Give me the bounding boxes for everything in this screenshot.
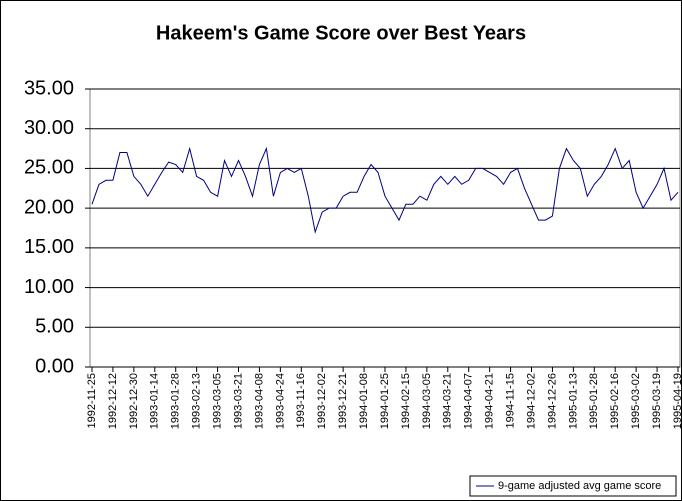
chart-title: Hakeem's Game Score over Best Years (156, 22, 526, 44)
x-tick-label: 1994-01-08 (358, 373, 370, 429)
x-tick-label: 1994-02-15 (400, 373, 412, 429)
x-tick-label: 1993-12-02 (316, 373, 328, 429)
x-tick-label: 1995-03-19 (651, 373, 663, 429)
x-tick-label: 1993-04-24 (274, 373, 286, 429)
x-tick-label: 1993-01-28 (170, 373, 182, 429)
x-tick-label: 1994-04-07 (463, 373, 475, 429)
y-tick-label: 35.00 (24, 77, 74, 99)
x-tick-label: 1992-12-12 (107, 373, 119, 429)
y-tick-label: 25.00 (24, 157, 74, 179)
x-tick-label: 1994-03-21 (442, 373, 454, 429)
plot-area (89, 88, 681, 368)
x-tick-label: 1994-12-02 (525, 373, 537, 429)
x-tick-label: 1995-02-16 (609, 373, 621, 429)
y-tick-label: 30.00 (24, 117, 74, 139)
x-tick-label: 1993-04-08 (253, 373, 265, 429)
x-tick-label: 1994-12-26 (546, 373, 558, 429)
x-tick-label: 1993-01-14 (149, 373, 161, 429)
x-tick-label: 1993-03-05 (211, 373, 223, 429)
x-tick-label: 1994-03-05 (421, 373, 433, 429)
y-tick-label: 15.00 (24, 236, 74, 258)
x-tick-label: 1993-03-21 (232, 373, 244, 429)
y-tick-label: 0.00 (35, 355, 74, 377)
x-tick-label: 1995-01-13 (567, 373, 579, 429)
legend-label: 9-game adjusted avg game score (498, 480, 661, 492)
x-tick-label: 1995-01-28 (588, 373, 600, 429)
x-tick-label: 1994-11-15 (504, 373, 516, 428)
x-tick-label: 1993-11-16 (295, 373, 307, 428)
x-tick-label: 1994-01-25 (379, 373, 391, 429)
x-tick-label: 1994-04-21 (484, 373, 496, 429)
y-tick-label: 5.00 (35, 316, 74, 338)
legend-box (469, 475, 677, 497)
x-tick-label: 1993-02-13 (191, 373, 203, 429)
x-tick-label: 1995-04-19 (672, 373, 682, 429)
x-tick-label: 1992-11-25 (86, 373, 98, 428)
y-tick-label: 20.00 (24, 196, 74, 218)
x-tick-label: 1992-12-30 (128, 373, 140, 429)
data-line (91, 146, 679, 234)
y-tick-label: 10.00 (24, 276, 74, 298)
x-tick-label: 1995-03-02 (630, 373, 642, 429)
x-tick-label: 1993-12-21 (337, 373, 349, 429)
